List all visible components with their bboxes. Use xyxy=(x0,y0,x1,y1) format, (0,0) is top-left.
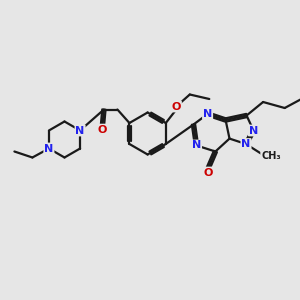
Text: O: O xyxy=(203,167,213,178)
Text: N: N xyxy=(249,125,258,136)
Text: N: N xyxy=(203,109,212,119)
Text: N: N xyxy=(242,139,250,149)
Text: O: O xyxy=(98,124,107,135)
Text: N: N xyxy=(76,125,85,136)
Text: N: N xyxy=(192,140,201,151)
Text: CH₃: CH₃ xyxy=(261,151,281,161)
Text: N: N xyxy=(44,143,53,154)
Text: O: O xyxy=(172,101,181,112)
